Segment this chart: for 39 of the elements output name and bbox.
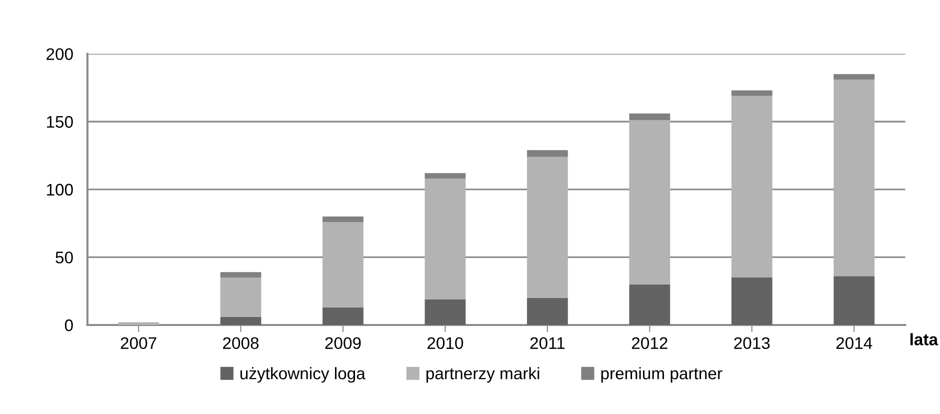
- y-tick-label: 50: [56, 252, 73, 264]
- legend-label: użytkownicy loga: [240, 367, 366, 383]
- bar: [629, 120, 670, 284]
- bar: [834, 74, 875, 80]
- bar: [322, 307, 364, 325]
- y-tick-label: 100: [46, 184, 73, 196]
- bar: [220, 272, 262, 278]
- legend-label: partnerzy marki: [426, 367, 540, 383]
- bar: [322, 222, 364, 308]
- bar: [424, 299, 466, 325]
- bar: [424, 178, 466, 300]
- bar: [220, 278, 262, 317]
- bar: [424, 173, 466, 179]
- x-tick-label: 2010: [428, 337, 464, 350]
- y-tick-label: 200: [46, 48, 73, 60]
- x-tick-label: 2012: [632, 337, 668, 350]
- bar: [526, 150, 568, 157]
- bar: [629, 113, 670, 120]
- bar: [118, 322, 159, 325]
- y-tick-label: 0: [64, 319, 73, 332]
- x-tick-label: 2011: [530, 337, 565, 350]
- x-tick-label: 2014: [836, 337, 872, 350]
- bar: [731, 90, 772, 96]
- bar: [834, 80, 875, 276]
- legend-label: premium partner: [601, 367, 722, 383]
- bar: [629, 284, 670, 325]
- y-tick-label: 150: [46, 116, 73, 128]
- bar: [526, 298, 568, 325]
- bar: [526, 156, 568, 298]
- bar: [220, 316, 262, 325]
- x-axis-title: lata: [910, 333, 938, 346]
- bar: [834, 276, 875, 325]
- bar: [731, 96, 772, 278]
- bar: [731, 278, 772, 325]
- x-tick-label: 2007: [120, 337, 156, 350]
- x-tick-label: 2009: [325, 337, 361, 350]
- bar: [322, 216, 364, 222]
- x-tick-label: 2008: [223, 337, 259, 350]
- x-tick-label: 2013: [734, 337, 770, 350]
